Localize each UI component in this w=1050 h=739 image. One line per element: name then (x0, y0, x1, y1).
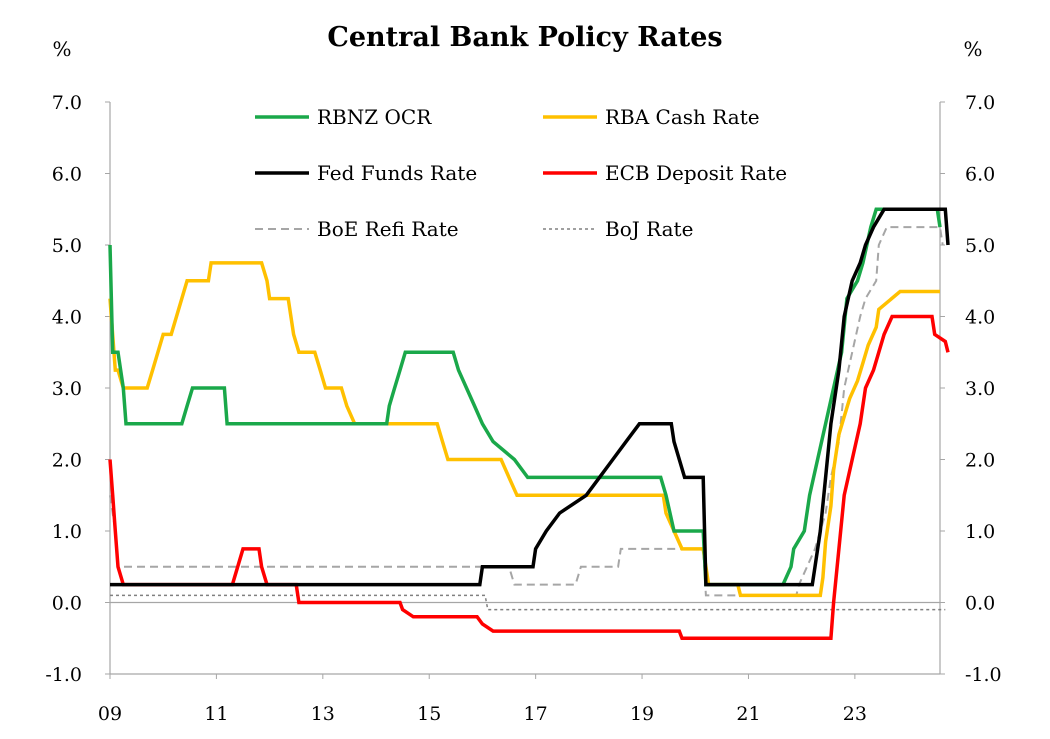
legend: RBNZ OCR RBA Cash Rate Fed Funds Rate ECB D… (255, 105, 787, 241)
legend-label: ECB Deposit Rate (605, 161, 787, 185)
y-axis-unit-left: % (52, 37, 71, 61)
series-line-rbnz-ocr (108, 207, 942, 587)
x-tick-label: 21 (736, 703, 760, 725)
x-tick-label: 23 (843, 703, 867, 725)
y-tick-label-right: 1.0 (965, 521, 995, 543)
y-tick-label-right: 5.0 (965, 235, 995, 257)
legend-label: RBA Cash Rate (605, 105, 760, 129)
y-tick-label-right: 2.0 (965, 450, 995, 472)
y-tick-label-left: 7.0 (52, 92, 82, 114)
y-tick-label-left: 3.0 (52, 378, 82, 400)
x-tick-label: 09 (98, 703, 122, 725)
x-tick-label: 19 (630, 703, 654, 725)
x-tick-label: 11 (204, 703, 228, 725)
legend-label: RBNZ OCR (317, 105, 432, 129)
series-line-rba-cash-rate (108, 261, 940, 598)
series-line-fed-funds-rate (110, 207, 950, 587)
series-line-ecb-deposit-rate (108, 314, 950, 641)
y-tick-label-left: 0.0 (52, 593, 82, 615)
y-tick-label-right: 4.0 (965, 307, 995, 329)
y-tick-label-right: 3.0 (965, 378, 995, 400)
legend-label: Fed Funds Rate (317, 161, 477, 185)
series-layer (108, 207, 950, 641)
x-tick-label: 17 (524, 703, 548, 725)
y-tick-label-left: 4.0 (52, 307, 82, 329)
y-tick-label-left: 5.0 (52, 235, 82, 257)
y-tick-label-left: 2.0 (52, 450, 82, 472)
chart-title: Central Bank Policy Rates (327, 22, 722, 53)
legend-label: BoJ Rate (605, 217, 693, 241)
series-line-boe-refi-rate (109, 226, 944, 597)
y-tick-label-right: 7.0 (965, 92, 995, 114)
y-tick-label-left: 1.0 (52, 521, 82, 543)
x-tick-label: 15 (417, 703, 441, 725)
y-tick-label-left: 6.0 (52, 164, 82, 186)
y-tick-label-left: -1.0 (45, 664, 82, 686)
y-tick-label-right: -1.0 (965, 664, 1002, 686)
axes: -1.0 -1.0 0.0 0.0 1.0 1.0 2.0 2.0 3.0 3.0 4.0 4.0 5.… (45, 92, 1001, 725)
y-tick-label-right: 6.0 (965, 164, 995, 186)
legend-label: BoE Refi Rate (317, 217, 459, 241)
y-axis-unit-right: % (963, 37, 982, 61)
x-tick-label: 13 (311, 703, 335, 725)
y-tick-label-right: 0.0 (965, 593, 995, 615)
